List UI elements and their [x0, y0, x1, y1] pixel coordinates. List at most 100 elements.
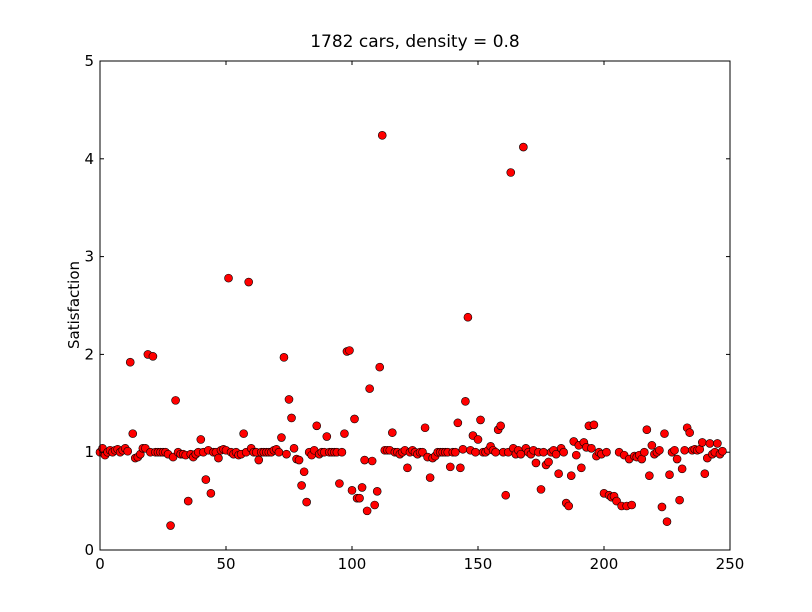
- x-tick-label: 0: [95, 555, 105, 573]
- point: [362, 506, 372, 516]
- point: [357, 483, 367, 492]
- point: [571, 450, 581, 460]
- point: [302, 497, 311, 507]
- point: [662, 517, 672, 526]
- point: [501, 490, 511, 500]
- point: [282, 449, 291, 459]
- point: [322, 432, 332, 441]
- point: [277, 433, 286, 442]
- y-tick-label: 5: [84, 52, 94, 70]
- point: [284, 395, 294, 404]
- point: [403, 463, 412, 473]
- x-tick-label: 200: [590, 555, 619, 573]
- point: [672, 454, 682, 464]
- y-tick-label: 4: [84, 150, 94, 168]
- x-tick-label: 50: [216, 555, 235, 573]
- x-tick-label: 250: [716, 555, 745, 573]
- point: [587, 443, 596, 453]
- point: [445, 462, 455, 472]
- x-tick-label: 100: [338, 555, 367, 573]
- point: [294, 455, 304, 465]
- point: [461, 397, 470, 406]
- point: [297, 481, 306, 490]
- point: [365, 384, 374, 393]
- point: [340, 429, 349, 438]
- point: [287, 413, 296, 423]
- point: [335, 479, 344, 488]
- point: [705, 439, 715, 448]
- point: [345, 346, 354, 355]
- point: [367, 456, 377, 466]
- point: [519, 142, 528, 152]
- point: [544, 457, 553, 467]
- point: [214, 453, 223, 463]
- point: [627, 500, 637, 510]
- axes-frame: [99, 60, 731, 551]
- point: [289, 443, 299, 453]
- y-tick-label: 2: [84, 345, 94, 363]
- point: [660, 429, 669, 438]
- point: [350, 414, 359, 424]
- point: [425, 473, 435, 482]
- point: [536, 485, 546, 494]
- point: [680, 445, 689, 455]
- point: [665, 470, 674, 479]
- point: [670, 445, 679, 455]
- point: [559, 447, 568, 457]
- plot-area: [100, 61, 730, 550]
- point: [473, 435, 483, 444]
- point: [476, 415, 485, 425]
- point: [458, 444, 468, 454]
- point: [677, 464, 687, 474]
- point: [360, 455, 369, 465]
- point: [420, 423, 430, 433]
- point: [471, 447, 480, 457]
- point: [655, 445, 664, 455]
- point: [377, 131, 387, 140]
- point: [647, 441, 657, 450]
- point: [299, 467, 309, 477]
- y-tick-label: 0: [84, 541, 94, 559]
- point: [201, 475, 211, 484]
- point: [148, 352, 158, 361]
- point: [496, 421, 505, 431]
- point: [718, 446, 727, 456]
- point: [602, 447, 611, 457]
- point: [279, 353, 289, 362]
- point: [456, 463, 465, 473]
- point: [125, 357, 135, 367]
- point: [312, 421, 322, 431]
- point: [566, 471, 576, 480]
- point: [123, 446, 133, 456]
- point: [370, 500, 379, 510]
- point: [183, 496, 193, 506]
- point: [171, 396, 180, 405]
- point: [564, 501, 574, 511]
- point: [128, 429, 138, 438]
- point: [206, 488, 216, 498]
- point: [224, 273, 233, 283]
- point: [539, 447, 548, 457]
- point: [239, 429, 248, 438]
- point: [375, 362, 385, 372]
- point: [642, 425, 652, 435]
- point: [506, 168, 516, 177]
- point: [166, 521, 175, 530]
- y-tick-label: 1: [84, 443, 94, 461]
- point: [274, 447, 284, 457]
- point: [196, 435, 206, 444]
- point: [554, 469, 563, 479]
- x-tick-label: 150: [464, 555, 493, 573]
- point: [491, 447, 500, 457]
- chart-title: 1782 cars, density = 0.8: [310, 32, 520, 52]
- point: [372, 487, 382, 496]
- point: [645, 471, 654, 480]
- point: [254, 455, 264, 465]
- point: [531, 458, 541, 468]
- point: [577, 463, 586, 473]
- point: [697, 438, 707, 447]
- y-tick-label: 3: [84, 248, 94, 266]
- y-axis-label: Satisfaction: [65, 261, 83, 349]
